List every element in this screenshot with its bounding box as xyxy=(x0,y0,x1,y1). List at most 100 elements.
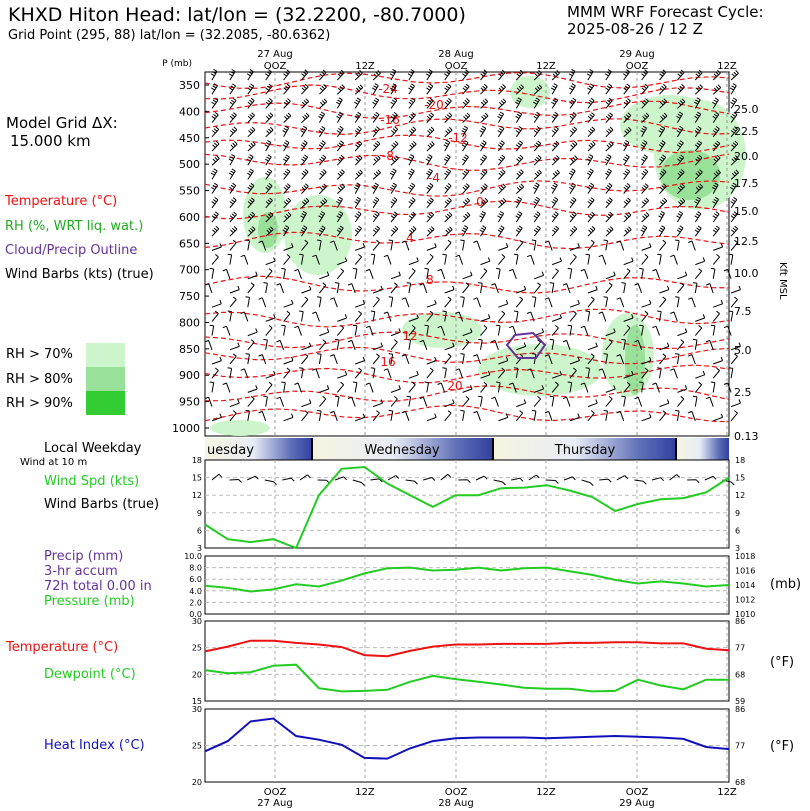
wind-barb xyxy=(372,225,381,237)
model-grid-value: 15.000 km xyxy=(10,132,91,150)
wind-barb xyxy=(301,183,309,194)
wind-barb xyxy=(605,197,613,209)
wind-barb xyxy=(355,413,366,422)
cloud-outline xyxy=(505,331,547,359)
wind-barb xyxy=(354,254,362,265)
unit-mb: (mb) xyxy=(770,577,802,592)
surface-wind-barb xyxy=(299,474,311,481)
wind-barb xyxy=(301,83,309,95)
wind-barb xyxy=(551,111,559,123)
pressure-tick: 600 xyxy=(179,211,200,224)
wind-barb xyxy=(229,239,237,251)
wind-barb xyxy=(712,126,720,138)
wind-barb xyxy=(587,182,595,194)
wind-barb xyxy=(569,83,576,95)
wind-barb xyxy=(462,328,473,337)
wind-barb xyxy=(659,239,667,251)
wind-barb xyxy=(491,339,499,350)
bottom-hour-label: 12Z xyxy=(355,787,375,798)
wind-barb xyxy=(659,169,667,180)
wind-barb xyxy=(695,370,706,379)
wind-barb xyxy=(370,310,376,322)
wind-barb xyxy=(211,299,222,308)
wind-barb xyxy=(657,367,662,379)
wind-barb xyxy=(408,182,416,194)
wind-barb xyxy=(229,141,238,152)
wind-barb xyxy=(480,83,488,95)
wind-barb xyxy=(265,83,273,95)
wind-barb xyxy=(551,155,560,166)
surface-wind-barb xyxy=(616,475,629,481)
isotherm-line xyxy=(204,404,730,423)
wind-barb xyxy=(372,155,381,166)
height-tick: 17.5 xyxy=(734,177,759,190)
wind-barb xyxy=(372,70,381,81)
pressure-tick: 1000 xyxy=(172,422,200,435)
wind-barb xyxy=(659,399,670,408)
wind-barb xyxy=(437,325,446,336)
wind-barb xyxy=(318,211,326,223)
wind-barb xyxy=(390,282,398,294)
wind-barb xyxy=(641,197,650,209)
wind-barb xyxy=(562,396,571,407)
wind-barb xyxy=(372,126,380,138)
pressure-panel-right-tick: 1016 xyxy=(735,567,755,576)
wind-barb xyxy=(283,367,291,379)
wind-barb xyxy=(336,196,343,209)
wind-barb xyxy=(621,338,626,350)
wind-barb xyxy=(354,169,363,180)
wind-barb xyxy=(515,169,524,180)
wind-barb xyxy=(478,395,483,407)
isotherm-label: -8 xyxy=(382,149,394,163)
wind-barb xyxy=(694,154,703,166)
wind-panel-left-tick: 3 xyxy=(197,544,202,553)
wind-barb xyxy=(480,69,488,81)
wind-barb xyxy=(330,240,338,251)
wind-barb xyxy=(442,253,447,265)
wind-barb xyxy=(516,285,527,294)
wind-barb xyxy=(605,282,613,294)
wind-barb xyxy=(533,97,540,109)
wind-barb xyxy=(659,197,668,209)
wind-barb xyxy=(240,311,249,322)
wind-barb xyxy=(550,182,558,194)
isotherm-line xyxy=(204,231,730,250)
temp-panel-frame xyxy=(204,620,730,702)
wind-barb xyxy=(603,409,608,421)
wind-barb xyxy=(247,339,255,351)
wind-barb xyxy=(534,385,545,393)
wind-barb xyxy=(265,69,273,81)
pressure-line xyxy=(204,566,730,593)
surface-wind-barb xyxy=(405,479,418,485)
wind-barb xyxy=(247,396,255,407)
wind-barb xyxy=(515,225,523,237)
rh70-swatch xyxy=(86,343,125,367)
isotherm-label: 20 xyxy=(447,379,462,393)
wind-barb xyxy=(533,126,541,138)
wind-barb xyxy=(258,297,267,308)
wind-barb xyxy=(425,69,433,81)
wind-barb xyxy=(569,356,580,365)
wind-barb xyxy=(568,68,576,81)
wind-barb xyxy=(370,367,376,379)
wind-barb xyxy=(227,310,233,322)
surface-wind-barb xyxy=(370,478,383,483)
wind-barb xyxy=(677,197,686,209)
wind-barb xyxy=(263,338,268,350)
wind-barb xyxy=(694,183,704,194)
wind-barb xyxy=(677,98,686,109)
wind-barb xyxy=(462,271,473,280)
wind-barb xyxy=(498,197,507,209)
pressure-tick: 850 xyxy=(179,343,200,356)
height-tick: 10.0 xyxy=(734,267,759,280)
wind-barb xyxy=(544,354,553,365)
wind-barb xyxy=(209,324,215,336)
isotherm-line xyxy=(204,180,730,197)
wind-barb xyxy=(352,324,358,336)
wind-barb xyxy=(675,296,680,308)
wind-barb xyxy=(265,314,276,322)
wind-barb xyxy=(258,410,267,421)
wind-barb xyxy=(677,84,685,95)
wind-barb xyxy=(623,257,634,266)
wind-barb xyxy=(301,169,309,180)
